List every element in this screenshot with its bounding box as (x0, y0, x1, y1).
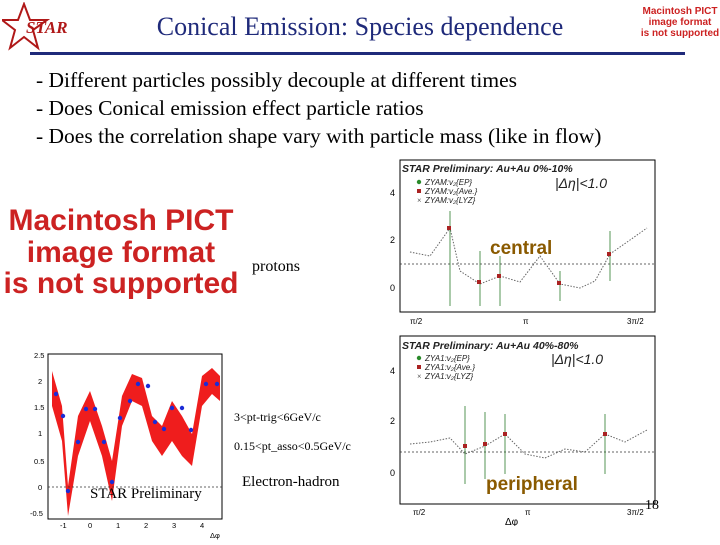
bullet-list: - Different particles possibly decouple … (36, 66, 601, 150)
delta-eta-cut: |Δη|<1.0 (555, 175, 607, 191)
bullet-item: - Does Conical emission effect particle … (36, 96, 424, 120)
y-axis-tick: 2 (390, 235, 395, 245)
x-axis-label: Δφ (210, 531, 220, 540)
title-divider (30, 52, 685, 55)
pict-line: Macintosh PICT (8, 204, 234, 237)
y-axis-tick: 1.5 (34, 403, 44, 412)
svg-text:×: × (417, 372, 422, 381)
x-axis-tick: 3π/2 (627, 317, 644, 326)
y-axis-tick: 4 (390, 188, 395, 198)
logo-text: STAR (26, 18, 68, 37)
peripheral-label: peripheral (486, 474, 578, 495)
x-axis-label: Δφ (505, 517, 519, 526)
x-axis-tick: π (523, 317, 529, 326)
slide-title: Conical Emission: Species dependence (156, 12, 564, 41)
legend-entry: ZYAM:v₂{Ave.} (424, 187, 478, 196)
y-axis-tick: 0 (390, 468, 395, 478)
y-axis-tick: -0.5 (30, 509, 43, 518)
x-axis-tick: π (525, 508, 531, 517)
panel-header: STAR Preliminary: Au+Au 0%-10% (402, 163, 573, 175)
x-axis-tick: 3π/2 (627, 508, 644, 517)
y-axis-tick: 0 (390, 283, 395, 293)
delta-eta-cut: |Δη|<1.0 (551, 351, 603, 367)
x-axis-tick: π/2 (413, 508, 426, 517)
bullet-item: - Different particles possibly decouple … (36, 68, 518, 92)
trigger-pt-cut: 3<pt-trig<6GeV/c (234, 410, 321, 424)
star-preliminary-label: STAR Preliminary (90, 486, 202, 502)
y-axis-tick: 0 (38, 483, 42, 492)
pict-line: is not supported (3, 267, 239, 300)
protons-label: protons (252, 258, 300, 275)
x-axis-tick: 0 (88, 521, 92, 530)
y-axis-tick: 2 (390, 416, 395, 426)
associated-pt-cut: 0.15<pt_asso<0.5GeV/c (234, 439, 351, 453)
peripheral-correlation-plot: STAR Preliminary: Au+Au 40%-80% ZYA1:v₂{… (355, 334, 660, 528)
bullet-item: - Does the correlation shape vary with p… (36, 124, 602, 148)
central-correlation-plot: STAR Preliminary: Au+Au 0%-10% ZYAM:v₂{E… (355, 156, 660, 330)
x-axis-tick: -1 (60, 521, 67, 530)
x-axis-tick: π/2 (410, 317, 423, 326)
electron-hadron-label: Electron-hadron (242, 474, 340, 490)
y-axis-tick: 0.5 (34, 457, 44, 466)
y-axis-tick: 2 (38, 377, 42, 386)
x-axis-tick: 1 (116, 521, 120, 530)
y-axis-tick: 4 (390, 366, 395, 376)
legend-entry: ZYAM:v₂{EP} (424, 178, 472, 187)
svg-text:×: × (417, 196, 422, 205)
pict-line: image format (26, 235, 216, 269)
x-axis-tick: 4 (200, 521, 204, 530)
panel-header: STAR Preliminary: Au+Au 40%-80% (402, 340, 579, 352)
pict-notice-small: Macintosh PICT image format is not suppo… (640, 6, 720, 39)
central-label: central (490, 238, 553, 259)
star-icon (0, 1, 51, 51)
legend-entry: ZYA1:v₂{Ave.} (424, 363, 475, 372)
pict-line: is not supported (640, 28, 720, 39)
legend-entry: ZYAM:v₂{LYZ} (424, 196, 476, 205)
pict-line: image format (648, 17, 712, 28)
legend-entry: ZYA1:v₂{EP} (424, 354, 470, 363)
y-axis-tick: 2.5 (34, 351, 44, 360)
x-axis-tick: 2 (144, 521, 148, 530)
pict-notice-large: Macintosh PICT image format is not suppo… (0, 205, 242, 300)
page-number: 18 (645, 498, 659, 513)
x-axis-tick: 3 (172, 521, 176, 530)
star-logo: STAR (0, 1, 82, 54)
electron-hadron-plot: 2.5 2 1.5 1 0.5 0 -0.5 -1 0 1 2 3 4 Δφ (0, 346, 230, 540)
y-axis-tick: 1 (38, 429, 42, 438)
pict-line: Macintosh PICT (642, 6, 718, 17)
legend-entry: ZYA1:v₂{LYZ} (424, 372, 473, 381)
